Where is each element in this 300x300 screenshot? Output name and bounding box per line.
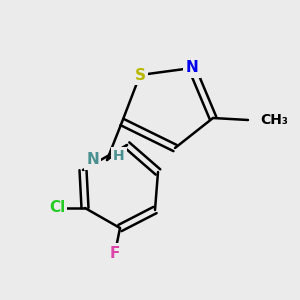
Text: Cl: Cl bbox=[49, 200, 65, 215]
Text: F: F bbox=[110, 245, 120, 260]
Text: CH₃: CH₃ bbox=[260, 113, 288, 127]
Text: H: H bbox=[113, 149, 124, 163]
Text: S: S bbox=[134, 68, 146, 82]
Text: N: N bbox=[186, 61, 198, 76]
Text: N: N bbox=[86, 152, 99, 167]
